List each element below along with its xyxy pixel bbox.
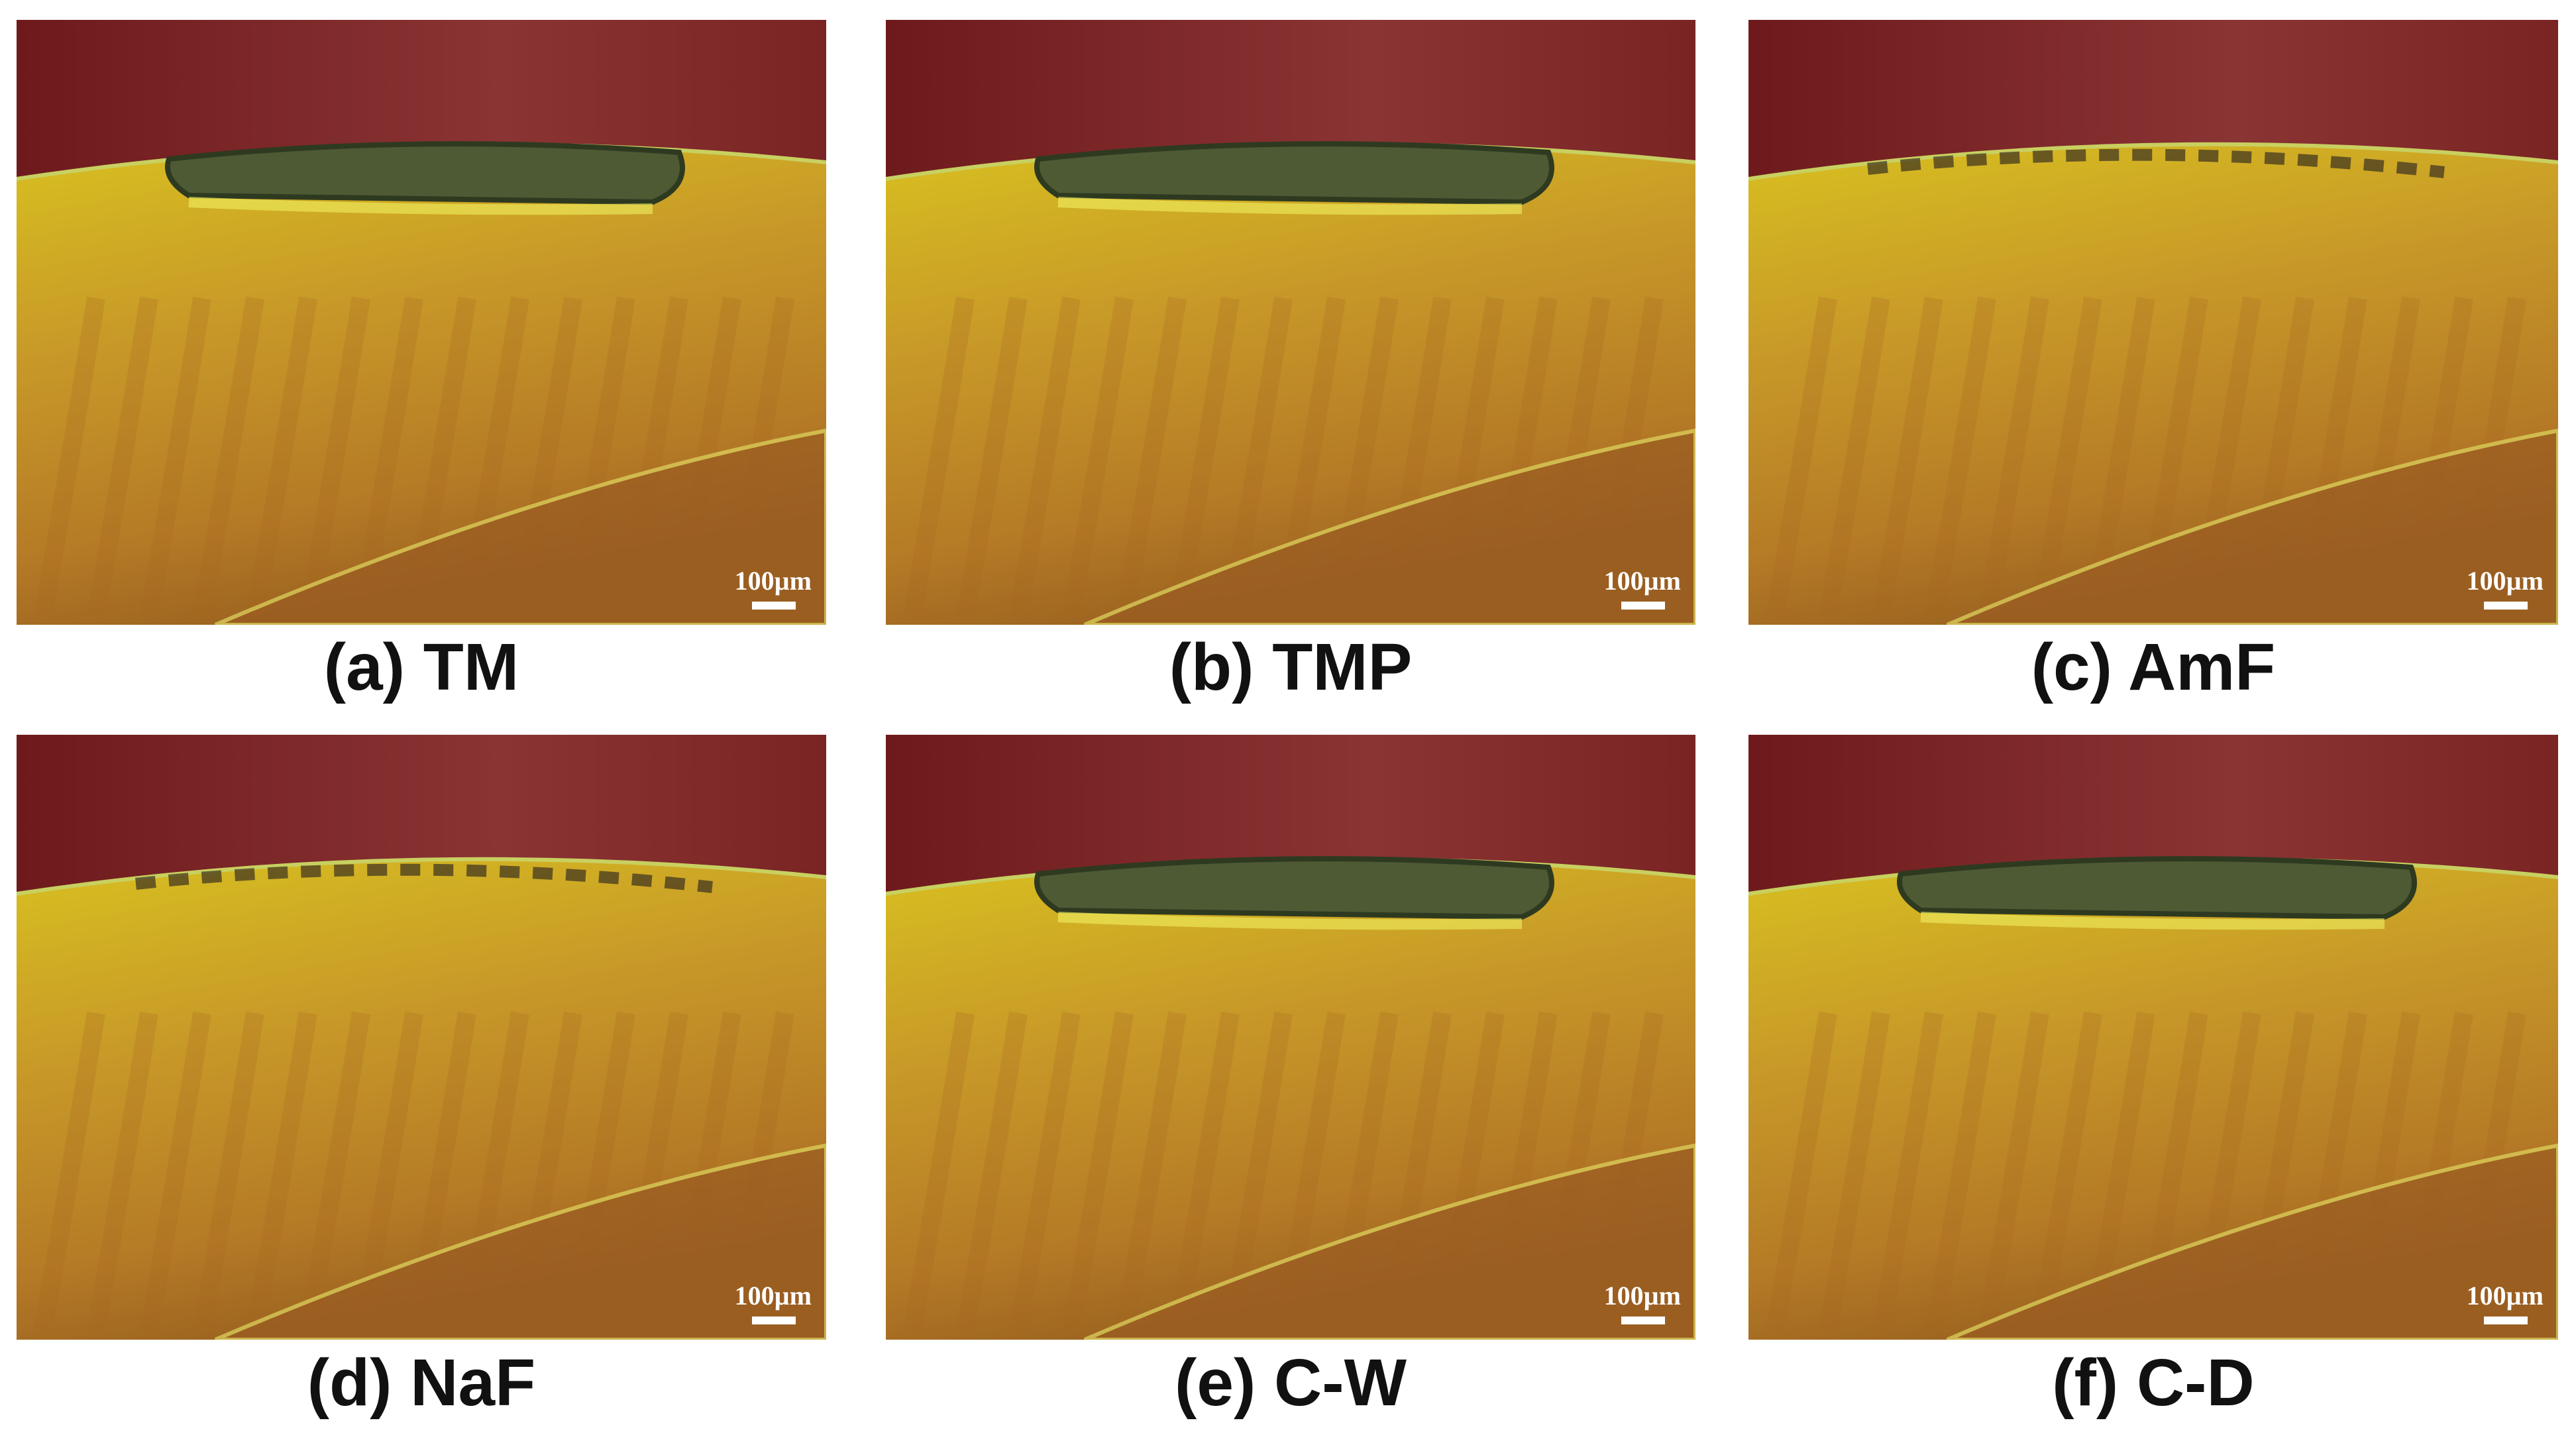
scale-bar	[1621, 1316, 1665, 1324]
scale-bar-label: 100µm	[735, 1281, 812, 1311]
scale-bar	[752, 602, 796, 610]
micrograph: 100µm	[1748, 20, 2558, 625]
scale-bar-label: 100µm	[2467, 566, 2544, 596]
scale-bar	[1621, 602, 1665, 610]
panel-label: (f) C-D	[2052, 1346, 2255, 1420]
micrograph: 100µm	[17, 735, 826, 1340]
scale-bar-label: 100µm	[735, 566, 812, 596]
micrograph: 100µm	[886, 735, 1695, 1340]
scale-bar	[2484, 602, 2528, 610]
panel-label: (c) AmF	[2031, 630, 2276, 704]
scale-bar-label: 100µm	[1604, 1281, 1681, 1311]
micrograph: 100µm	[886, 20, 1695, 625]
scale-bar	[2484, 1316, 2528, 1324]
panel-label: (e) C-W	[1175, 1346, 1407, 1420]
panel-label: (a) TM	[323, 630, 519, 704]
panel-label: (b) TMP	[1169, 630, 1413, 704]
scale-bar	[752, 1316, 796, 1324]
scale-bar-label: 100µm	[1604, 566, 1681, 596]
micrograph: 100µm	[1748, 735, 2558, 1340]
scale-bar-label: 100µm	[2467, 1281, 2544, 1311]
panel-label: (d) NaF	[307, 1346, 536, 1420]
micrograph: 100µm	[17, 20, 826, 625]
